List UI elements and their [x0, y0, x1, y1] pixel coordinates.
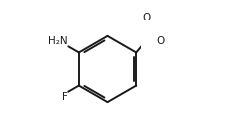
- Text: F: F: [62, 92, 68, 102]
- Text: H₂N: H₂N: [48, 36, 68, 46]
- Text: O: O: [157, 36, 165, 46]
- Text: O: O: [143, 13, 151, 23]
